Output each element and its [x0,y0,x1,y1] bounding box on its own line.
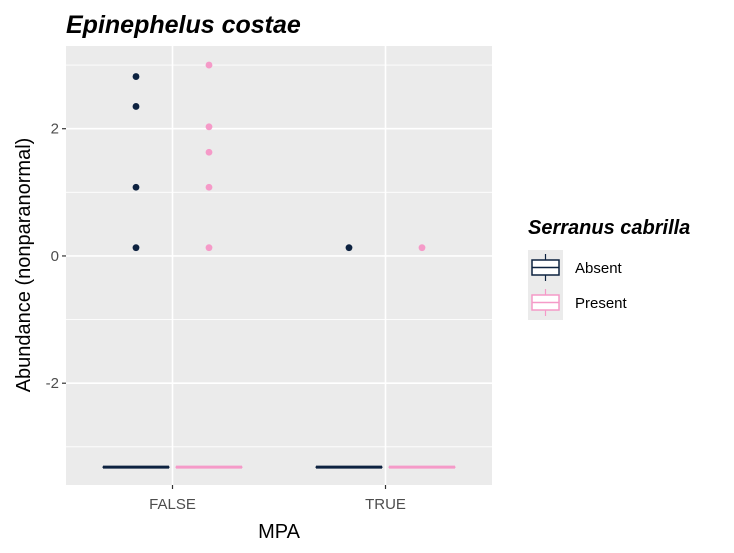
x-tick-label: TRUE [365,496,406,513]
outlier-point [205,123,213,131]
x-tick-label: FALSE [149,496,196,513]
outlier-point [205,61,213,69]
y-axis-title: Abundance (nonparanormal) [13,138,35,393]
legend-item-absent: Absent [528,250,623,285]
plot-panel [66,46,492,485]
x-axis-title: MPA [258,521,301,543]
outlier-point [132,183,140,191]
grid [66,46,492,485]
y-axis: -2 0 2 [46,121,66,392]
outlier-point [418,244,426,252]
outlier-point [132,103,140,110]
outlier-point [132,73,140,80]
legend-label: Present [575,295,628,312]
outlier-point [205,244,213,252]
x-axis: FALSE TRUE [149,485,406,513]
y-tick-label: 0 [51,248,59,265]
legend-title: Serranus cabrilla [528,217,690,239]
legend-item-present: Present [528,285,628,320]
outlier-point [205,148,213,156]
y-tick-label: -2 [46,375,59,392]
outlier-point [205,183,213,191]
legend: Serranus cabrilla Absent Present [528,217,690,320]
outlier-point [132,244,140,252]
chart-title: Epinephelus costae [66,11,301,39]
y-tick-label: 2 [51,121,59,138]
outlier-point [345,244,353,252]
outlier-points [132,61,426,252]
legend-label: Absent [575,260,623,277]
